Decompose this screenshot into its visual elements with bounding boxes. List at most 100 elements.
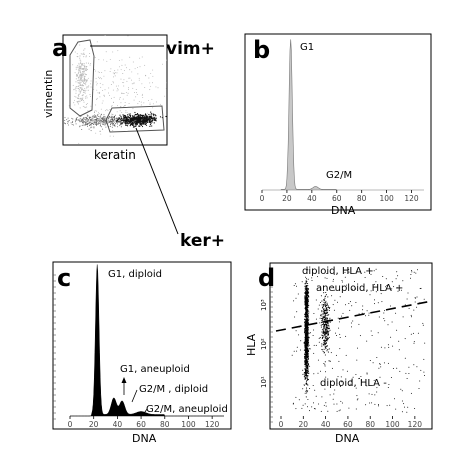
scatter-point — [99, 92, 101, 94]
scatter-point — [152, 118, 154, 120]
scatter-point — [84, 48, 86, 50]
scatter-point — [83, 117, 85, 119]
scatter-point — [311, 406, 313, 408]
scatter-point — [327, 330, 329, 332]
scatter-point — [385, 278, 387, 280]
scatter-point — [141, 115, 144, 117]
scatter-point — [375, 281, 377, 283]
scatter-point — [305, 375, 307, 377]
scatter-point — [112, 119, 114, 121]
scatter-point — [126, 112, 128, 114]
scatter-point — [304, 289, 306, 291]
scatter-point — [145, 124, 148, 126]
panel-d-divider — [275, 300, 433, 332]
scatter-point — [148, 120, 151, 123]
scatter-point — [420, 287, 422, 289]
scatter-point — [379, 363, 381, 365]
scatter-point — [326, 314, 328, 316]
scatter-point — [120, 120, 122, 122]
scatter-point — [404, 357, 406, 359]
panel-c-xtick-label: 80 — [160, 420, 170, 429]
scatter-point — [355, 374, 357, 375]
scatter-point — [323, 404, 325, 406]
scatter-point — [90, 105, 92, 107]
scatter-point — [95, 119, 97, 121]
scatter-point — [79, 44, 81, 46]
scatter-point — [97, 114, 99, 116]
scatter-point — [306, 391, 308, 393]
scatter-point — [91, 122, 93, 124]
scatter-point — [82, 105, 84, 107]
scatter-point — [142, 116, 145, 119]
scatter-point — [338, 321, 340, 323]
scatter-point — [125, 111, 127, 113]
scatter-point — [84, 124, 86, 126]
scatter-point — [307, 374, 309, 377]
scatter-point — [82, 122, 84, 124]
scatter-point — [85, 118, 87, 120]
scatter-point — [360, 379, 362, 381]
scatter-point — [329, 394, 331, 396]
scatter-point — [139, 120, 141, 122]
scatter-point — [80, 75, 82, 77]
scatter-point — [155, 86, 157, 88]
scatter-point — [358, 313, 360, 315]
scatter-point — [305, 374, 308, 376]
scatter-point — [361, 312, 363, 314]
scatter-point — [295, 330, 297, 332]
scatter-point — [305, 330, 307, 332]
scatter-point — [306, 299, 308, 301]
scatter-point — [121, 124, 123, 126]
scatter-point — [320, 295, 322, 297]
scatter-point — [96, 118, 98, 120]
scatter-point — [309, 388, 311, 389]
scatter-point — [108, 87, 110, 89]
scatter-point — [74, 104, 76, 106]
scatter-point — [327, 338, 329, 341]
scatter-point — [107, 120, 109, 122]
scatter-point — [126, 125, 129, 127]
scatter-point — [337, 376, 339, 378]
scatter-point — [309, 348, 311, 350]
scatter-point — [83, 92, 85, 93]
scatter-point — [388, 384, 390, 385]
scatter-point — [338, 327, 340, 329]
scatter-point — [150, 73, 152, 74]
scatter-point — [344, 276, 346, 278]
scatter-point — [79, 117, 81, 119]
scatter-point — [387, 344, 389, 346]
scatter-point — [107, 110, 109, 111]
scatter-point — [320, 324, 322, 326]
scatter-point — [129, 119, 132, 121]
scatter-point — [76, 65, 78, 67]
scatter-point — [348, 271, 350, 273]
scatter-point — [137, 120, 139, 123]
scatter-point — [349, 309, 351, 311]
scatter-point — [307, 364, 309, 366]
scatter-point — [339, 296, 341, 298]
scatter-point — [113, 117, 115, 119]
panel-b: 0 20 40 60 80 100 120 b G1 G2/M DNA — [244, 33, 432, 217]
scatter-point — [117, 50, 119, 52]
scatter-point — [327, 322, 329, 325]
scatter-point — [134, 116, 136, 118]
scatter-point — [108, 117, 110, 119]
panel-d-ytick-1: 10¹ — [260, 376, 268, 388]
scatter-point — [407, 406, 409, 408]
scatter-point — [119, 118, 121, 120]
scatter-point — [138, 79, 140, 81]
scatter-point — [96, 110, 98, 112]
scatter-point — [307, 283, 309, 285]
scatter-point — [136, 94, 138, 96]
scatter-point — [355, 408, 357, 410]
scatter-point — [109, 121, 111, 123]
scatter-point — [321, 318, 323, 320]
scatter-point — [85, 89, 87, 91]
scatter-point — [304, 351, 307, 353]
label-g1-aneuploid: G1, aneuploid — [120, 364, 190, 375]
scatter-point — [413, 364, 415, 366]
scatter-point — [344, 271, 346, 273]
scatter-point — [90, 80, 92, 82]
scatter-point — [120, 118, 122, 120]
scatter-point — [324, 304, 326, 306]
